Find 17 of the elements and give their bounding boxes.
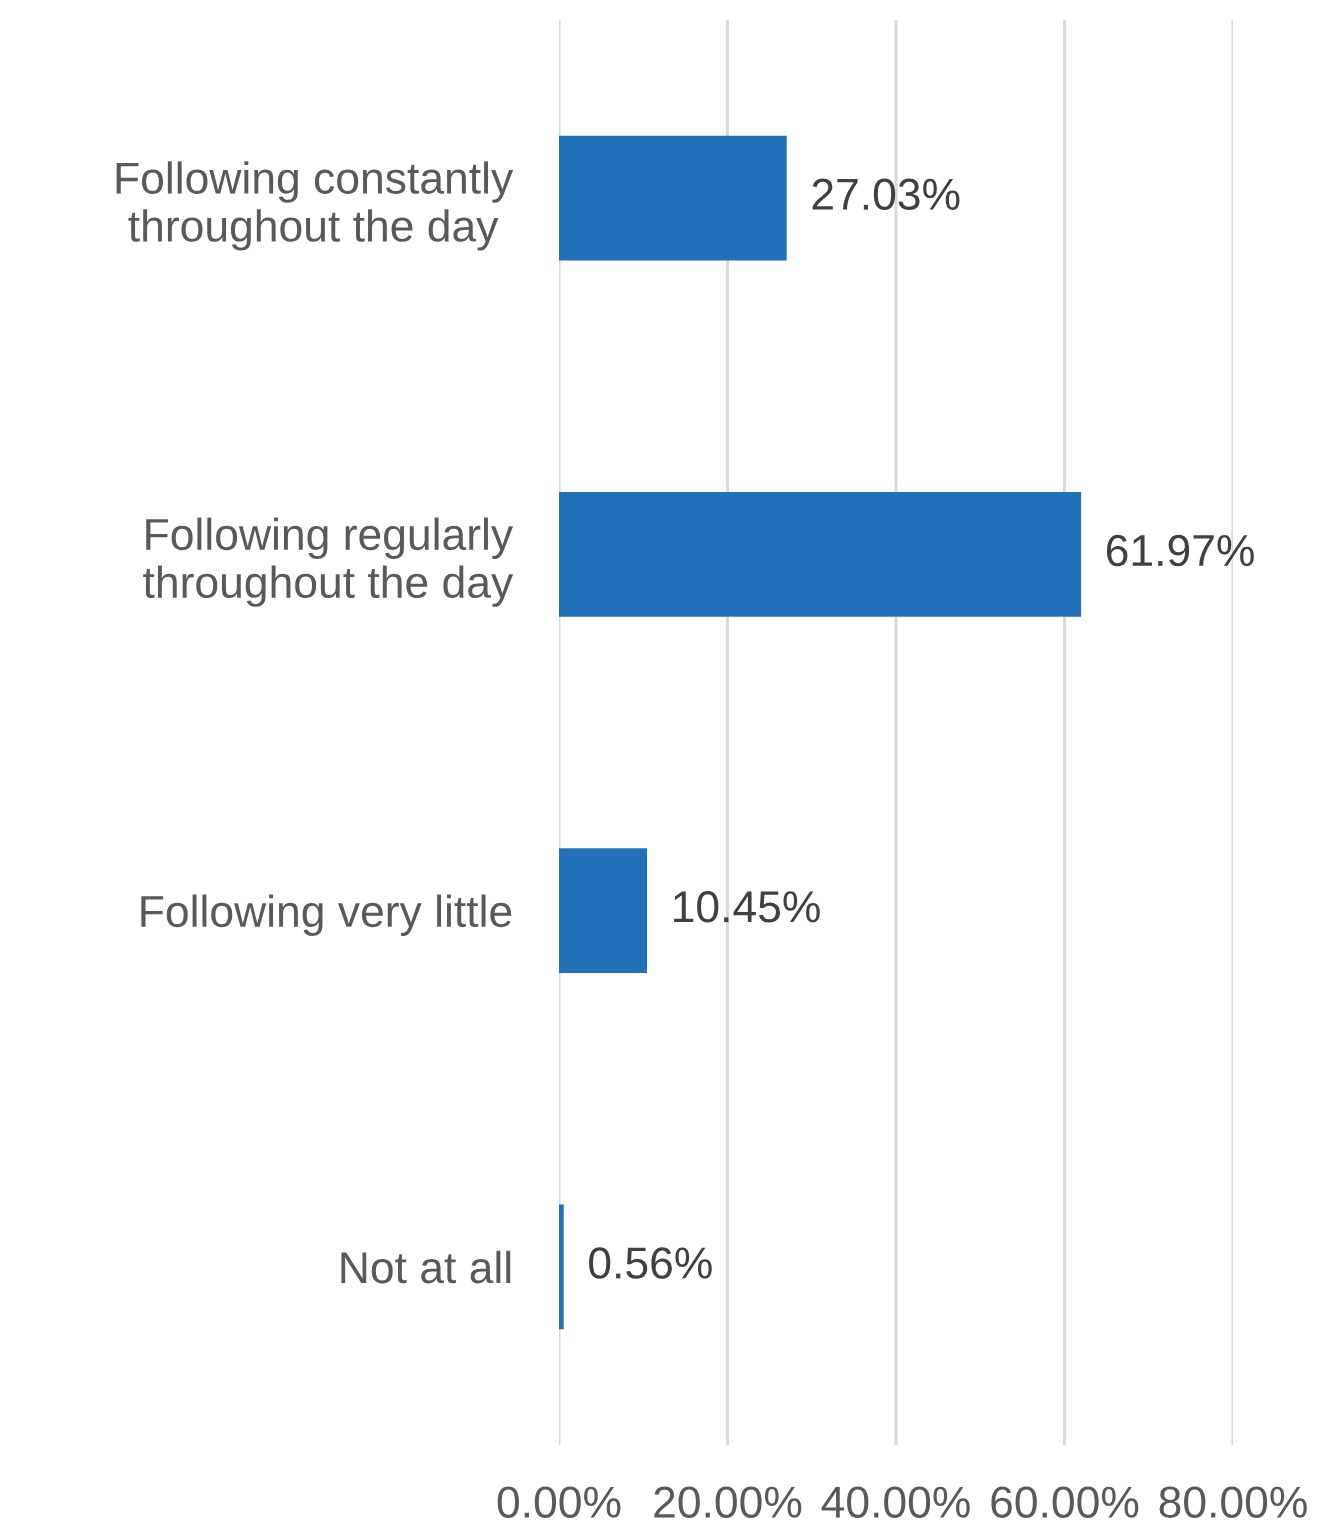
bar xyxy=(559,848,648,973)
x-tick-label: 60.00% xyxy=(991,1486,1139,1518)
x-tick-label: 20.00% xyxy=(654,1486,802,1518)
y-tick-label: Following very little xyxy=(141,894,512,936)
data-label: 10.45% xyxy=(674,891,820,923)
x-tick-label: 40.00% xyxy=(821,1486,970,1518)
y-tick-label: Not at all xyxy=(341,1250,511,1284)
data-label: 61.97% xyxy=(1106,534,1254,567)
x-tick-label: 80.00% xyxy=(1159,1486,1307,1518)
data-label: 27.03% xyxy=(812,178,960,211)
y-tick-label: Following regularly throughout the day xyxy=(143,517,514,607)
bar xyxy=(559,1204,564,1330)
bar xyxy=(559,492,1082,617)
data-label: 0.56% xyxy=(589,1247,712,1279)
y-tick-label: Following constantly throughout the day xyxy=(116,161,514,251)
x-tick-label: 0.00% xyxy=(497,1486,621,1518)
bar xyxy=(559,135,787,261)
